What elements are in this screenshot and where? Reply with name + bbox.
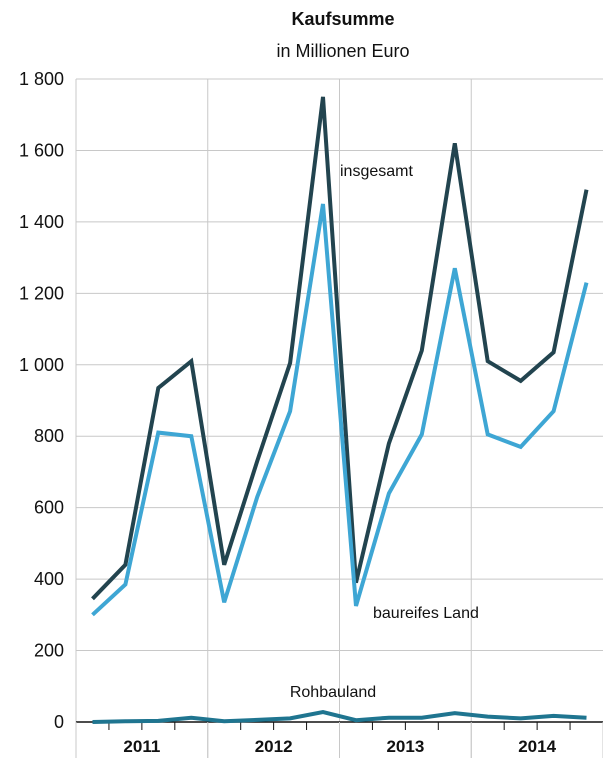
x-axis: 2011 2012 2013 2014	[75, 721, 603, 758]
y-tick-label: 400	[34, 569, 64, 589]
y-tick-label: 1 800	[19, 69, 64, 89]
series-line-0	[91, 96, 589, 601]
y-tick-label: 1 000	[19, 355, 64, 375]
series-labels: insgesamt baureifes Land Rohbauland	[290, 163, 479, 701]
chart-subtitle: in Millionen Euro	[276, 41, 409, 61]
chart-title: Kaufsumme	[291, 9, 394, 29]
x-tick-label: 2012	[255, 737, 293, 756]
series-group	[91, 96, 589, 724]
x-tick-label: 2011	[123, 737, 160, 756]
y-tick-label: 200	[34, 641, 64, 661]
y-axis: 0 200 400 600 800 1 000 1 200 1 400 1 600 1 800	[19, 69, 64, 732]
x-tick-label: 2013	[386, 737, 424, 756]
series-label: Rohbauland	[290, 684, 376, 701]
series-label: insgesamt	[340, 163, 413, 180]
y-tick-label: 1 200	[19, 283, 64, 303]
y-tick-label: 0	[54, 712, 64, 732]
y-tick-label: 1 400	[19, 212, 64, 232]
series-line-2	[92, 709, 587, 724]
y-tick-label: 800	[34, 426, 64, 446]
series-label: baureifes Land	[373, 605, 479, 622]
y-tick-label: 1 600	[19, 140, 64, 160]
x-tick-label: 2014	[518, 737, 556, 756]
series-line-1	[91, 203, 589, 617]
y-tick-label: 600	[34, 498, 64, 518]
